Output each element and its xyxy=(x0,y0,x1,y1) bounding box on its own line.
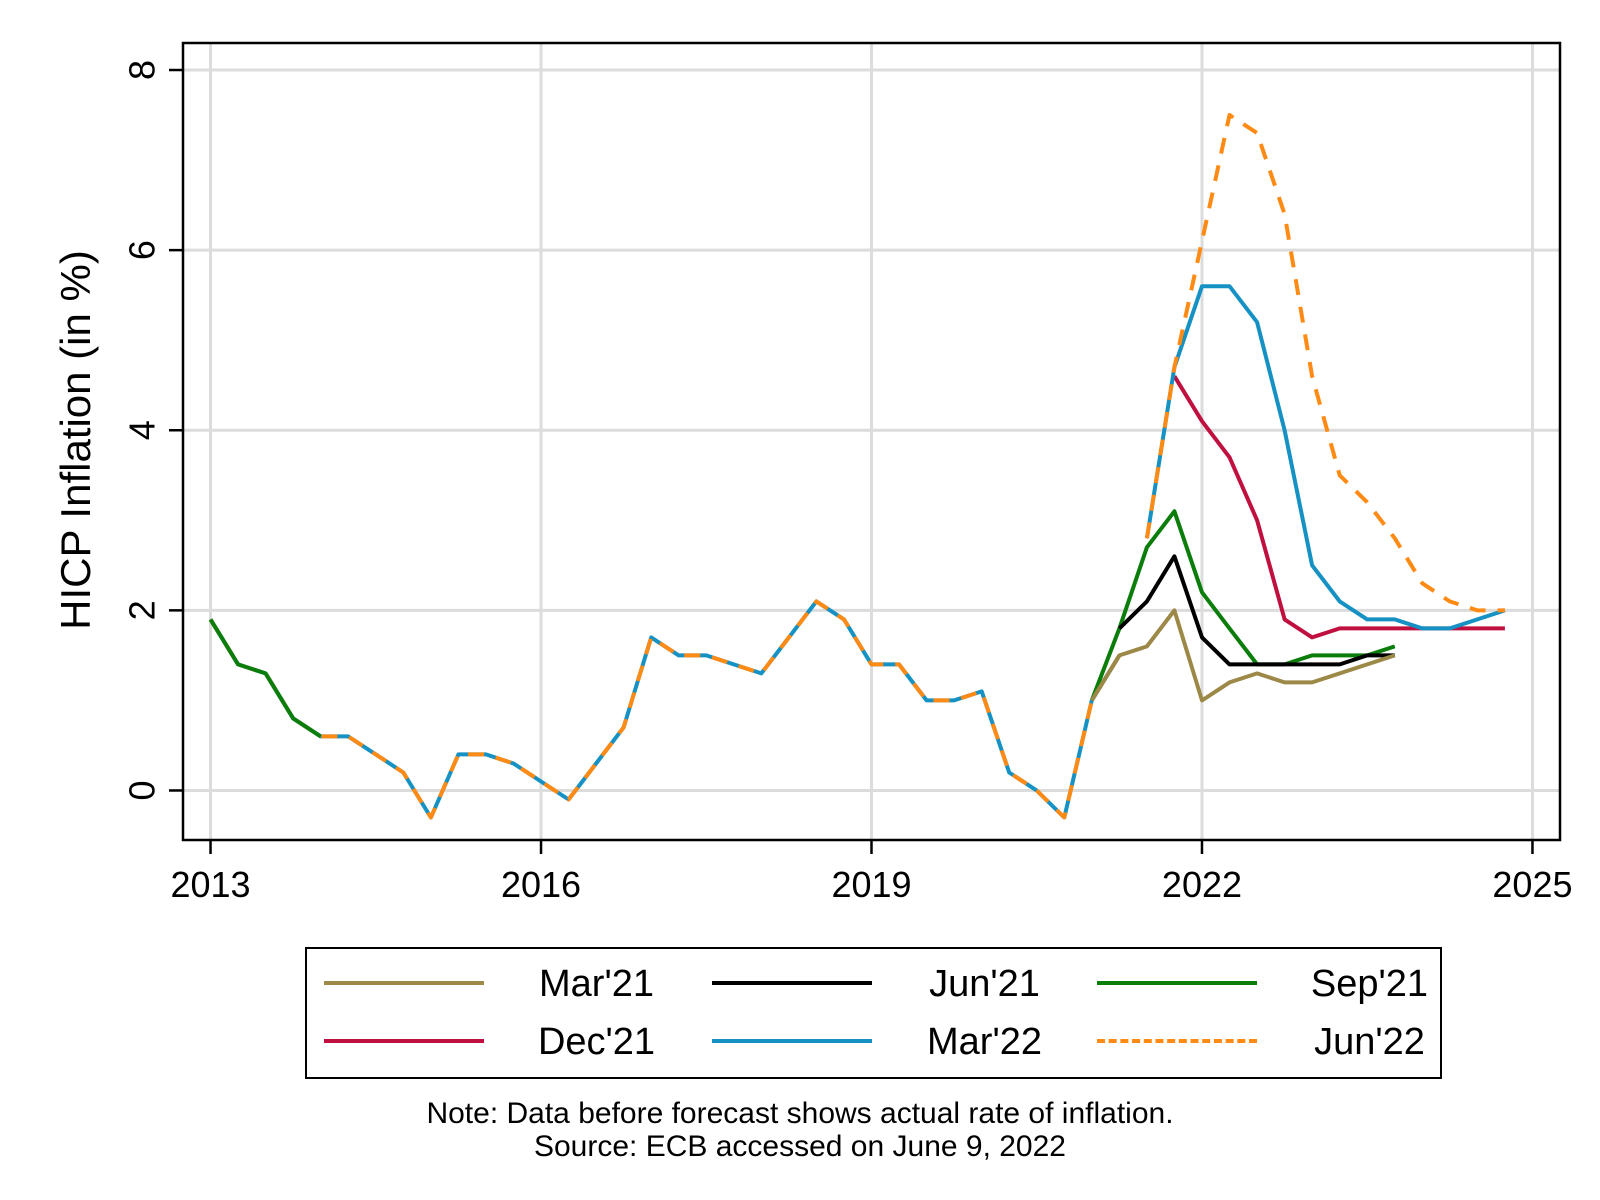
legend-swatch xyxy=(712,1039,872,1043)
series-line-sep21 xyxy=(208,509,1396,739)
series-line-mar21 xyxy=(1090,608,1396,703)
series-lines xyxy=(208,113,1506,820)
series-line-jun21 xyxy=(1117,554,1395,667)
x-tick-label: 2016 xyxy=(501,864,581,905)
y-tick-label: 2 xyxy=(122,600,163,620)
legend: Mar'21 Jun'21 Sep'21 Dec'21 Mar'22 Jun'2… xyxy=(305,947,1442,1079)
legend-swatch xyxy=(1097,981,1257,985)
legend-label: Sep'21 xyxy=(1310,963,1429,1005)
grid-lines xyxy=(183,43,1560,840)
legend-item-dec21: Dec'21 xyxy=(324,1017,704,1067)
y-tick-label: 8 xyxy=(122,60,163,80)
legend-item-jun21: Jun'21 xyxy=(712,959,1092,1009)
y-axis-label: HICP Inflation (in %) xyxy=(52,250,99,630)
series-line-mar22 xyxy=(1144,284,1506,631)
legend-label: Dec'21 xyxy=(537,1021,656,1063)
legend-item-jun22: Jun'22 xyxy=(1097,1017,1477,1067)
chart-note: Note: Data before forecast shows actual … xyxy=(426,1097,1174,1130)
legend-item-mar21: Mar'21 xyxy=(324,959,704,1009)
legend-swatch xyxy=(712,981,872,985)
series-line-jun22 xyxy=(1144,113,1505,613)
axis-ticks: 0 2 4 6 8 2013 2016 2019 2022 2025 xyxy=(122,60,1573,905)
legend-item-sep21: Sep'21 xyxy=(1097,959,1477,1009)
x-tick-label: 2013 xyxy=(170,864,250,905)
y-tick-label: 4 xyxy=(122,420,163,440)
x-tick-label: 2022 xyxy=(1162,864,1242,905)
legend-swatch xyxy=(324,981,484,985)
legend-label: Mar'21 xyxy=(539,963,654,1005)
history-line xyxy=(208,599,1122,820)
history-dash-overlay xyxy=(208,599,1122,820)
legend-item-mar22: Mar'22 xyxy=(712,1017,1092,1067)
legend-swatch xyxy=(1097,1039,1257,1043)
legend-swatch xyxy=(324,1039,484,1043)
chart-source: Source: ECB accessed on June 9, 2022 xyxy=(533,1130,1066,1163)
legend-label: Jun'22 xyxy=(1314,1021,1425,1063)
y-tick-label: 6 xyxy=(122,240,163,260)
legend-label: Jun'21 xyxy=(929,963,1040,1005)
x-tick-label: 2019 xyxy=(831,864,911,905)
x-tick-label: 2025 xyxy=(1492,864,1572,905)
y-tick-label: 0 xyxy=(122,780,163,800)
legend-label: Mar'22 xyxy=(927,1021,1042,1063)
